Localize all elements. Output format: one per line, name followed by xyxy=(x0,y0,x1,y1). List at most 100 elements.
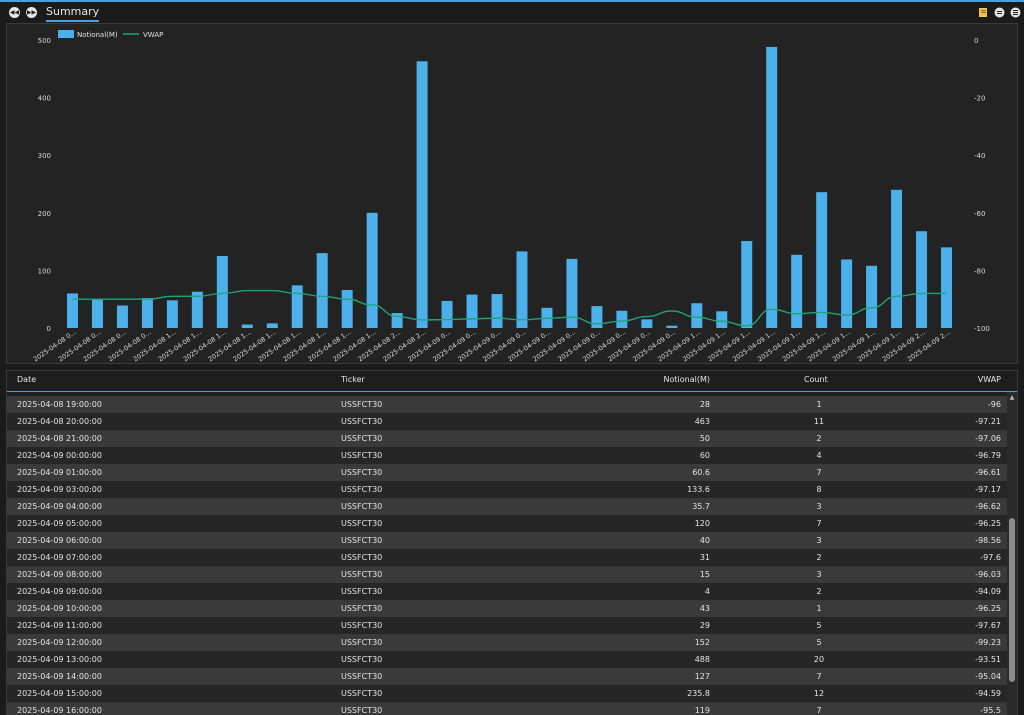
cell-date: 2025-04-09 00:00:00 xyxy=(17,451,102,460)
bar xyxy=(441,300,453,328)
table-row[interactable]: 2025-04-09 10:00:00 USSFCT30 43 1 -96.25 xyxy=(7,600,1007,617)
cell-notional: 15 xyxy=(699,570,710,579)
table-row[interactable]: 2025-04-09 09:00:00 USSFCT30 4 2 -94.09 xyxy=(7,583,1007,600)
scroll-up-icon[interactable]: ▲ xyxy=(1009,394,1015,401)
x-axis-tick: 2025-04-08 1... xyxy=(182,328,228,363)
x-axis-tick: 2025-04-08 1... xyxy=(257,328,303,363)
cell-count: 2 xyxy=(816,434,822,443)
x-axis-tick: 2025-04-09 1... xyxy=(756,328,802,363)
notes-icon[interactable] xyxy=(978,7,989,18)
header-ticker[interactable]: Ticker xyxy=(341,375,365,384)
cell-count: 3 xyxy=(816,502,822,511)
cell-ticker: USSFCT30 xyxy=(341,519,383,528)
header-notional[interactable]: Notional(M) xyxy=(663,375,710,384)
cell-count: 20 xyxy=(813,655,825,664)
x-axis-tick: 2025-04-09 0... xyxy=(431,328,477,363)
table-row[interactable]: 2025-04-09 04:00:00 USSFCT30 35.7 3 -96.62 xyxy=(7,498,1007,515)
right-axis-tick: -20 xyxy=(974,95,985,103)
cell-ticker: USSFCT30 xyxy=(341,587,383,596)
table-row[interactable]: 2025-04-09 16:00:00 USSFCT30 119 7 -95.5 xyxy=(7,702,1007,715)
back-icon[interactable]: ◀◀ xyxy=(9,7,20,18)
x-axis-tick: 2025-04-08 1... xyxy=(332,328,378,363)
cell-ticker: USSFCT30 xyxy=(341,536,383,545)
bar xyxy=(466,294,478,328)
cell-notional: 60.6 xyxy=(692,468,710,477)
cell-ticker: USSFCT30 xyxy=(341,451,383,460)
bar xyxy=(591,306,603,328)
table-row[interactable]: 2025-04-09 03:00:00 USSFCT30 133.6 8 -97.17 xyxy=(7,481,1007,498)
x-axis-tick: 2025-04-09 0... xyxy=(581,328,627,363)
bar xyxy=(566,258,578,328)
cell-date: 2025-04-09 10:00:00 xyxy=(17,604,102,613)
bar xyxy=(841,259,853,328)
x-axis-tick: 2025-04-08 1... xyxy=(157,328,203,363)
summary-chart: 0100200300400500-100-80-60-40-2002025-04… xyxy=(32,30,990,363)
chart-panel: 0 100 200 300 400 500 -100 -80 -60 -40 -20 0 2025-04… xyxy=(6,23,1018,364)
cell-date: 2025-04-09 01:00:00 xyxy=(17,468,102,477)
header-vwap[interactable]: VWAP xyxy=(977,375,1001,384)
x-axis-tick: 2025-04-08 1... xyxy=(282,328,328,363)
bar xyxy=(216,256,228,328)
cell-ticker: USSFCT30 xyxy=(341,417,383,426)
tab-summary[interactable]: Summary xyxy=(46,5,100,22)
menu-icon[interactable] xyxy=(1010,7,1021,18)
table-row[interactable]: 2025-04-09 06:00:00 USSFCT30 40 3 -98.56 xyxy=(7,532,1007,549)
table-row[interactable]: 2025-04-08 19:00:00 USSFCT30 28 1 -96 xyxy=(7,396,1007,413)
x-axis-tick: 2025-04-09 2... xyxy=(881,328,927,363)
table-row[interactable]: 2025-04-09 07:00:00 USSFCT30 31 2 -97.6 xyxy=(7,549,1007,566)
cell-date: 2025-04-08 19:00:00 xyxy=(17,400,102,409)
header-date[interactable]: Date xyxy=(17,375,37,384)
cell-date: 2025-04-09 04:00:00 xyxy=(17,502,102,511)
bar xyxy=(816,192,828,328)
cell-notional: 133.6 xyxy=(687,485,710,494)
cell-count: 1 xyxy=(816,400,822,409)
x-axis-tick: 2025-04-09 0... xyxy=(456,328,502,363)
bar xyxy=(691,303,703,328)
cell-ticker: USSFCT30 xyxy=(341,706,383,715)
cell-vwap: -97.17 xyxy=(975,485,1001,494)
table-row[interactable]: 2025-04-09 11:00:00 USSFCT30 29 5 -97.67 xyxy=(7,617,1007,634)
cell-count: 11 xyxy=(813,417,825,426)
x-axis-tick: 2025-04-09 2... xyxy=(906,328,952,363)
cell-count: 5 xyxy=(816,638,822,647)
cell-ticker: USSFCT30 xyxy=(341,570,383,579)
table-row[interactable]: 2025-04-09 12:00:00 USSFCT30 152 5 -99.23 xyxy=(7,634,1007,651)
bar xyxy=(941,247,953,328)
bar xyxy=(741,241,753,328)
table-row[interactable]: 2025-04-08 20:00:00 USSFCT30 463 11 -97.21 xyxy=(7,413,1007,430)
cell-count: 5 xyxy=(816,621,822,630)
table-row[interactable]: 2025-04-09 14:00:00 USSFCT30 127 7 -95.04 xyxy=(7,668,1007,685)
cell-date: 2025-04-09 06:00:00 xyxy=(17,536,102,545)
bar xyxy=(866,265,878,328)
cell-ticker: USSFCT30 xyxy=(341,553,383,562)
x-axis-tick: 2025-04-09 0... xyxy=(631,328,677,363)
cell-date: 2025-04-09 11:00:00 xyxy=(17,621,102,630)
cell-ticker: USSFCT30 xyxy=(341,621,383,630)
bar xyxy=(316,253,328,328)
x-axis-tick: 2025-04-08 2... xyxy=(357,328,403,363)
table-row[interactable]: 2025-04-09 13:00:00 USSFCT30 488 20 -93.51 xyxy=(7,651,1007,668)
table-row[interactable]: 2025-04-09 00:00:00 USSFCT30 60 4 -96.79 xyxy=(7,447,1007,464)
cell-vwap: -94.09 xyxy=(975,587,1001,596)
settings-icon[interactable] xyxy=(994,7,1005,18)
table-row[interactable]: 2025-04-08 21:00:00 USSFCT30 50 2 -97.06 xyxy=(7,430,1007,447)
table-row[interactable]: 2025-04-09 08:00:00 USSFCT30 15 3 -96.03 xyxy=(7,566,1007,583)
cell-ticker: USSFCT30 xyxy=(341,655,383,664)
cell-ticker: USSFCT30 xyxy=(341,689,383,698)
table-row[interactable]: 2025-04-09 05:00:00 USSFCT30 120 7 -96.25 xyxy=(7,515,1007,532)
bar xyxy=(391,313,403,328)
cell-vwap: -99.23 xyxy=(975,638,1001,647)
cell-vwap: -96.62 xyxy=(975,502,1001,511)
cell-count: 12 xyxy=(813,689,825,698)
header-count[interactable]: Count xyxy=(804,375,828,384)
scrollbar-thumb[interactable] xyxy=(1009,518,1015,682)
x-axis-tick: 2025-04-08 1... xyxy=(207,328,253,363)
table-row[interactable]: 2025-04-09 01:00:00 USSFCT30 60.6 7 -96.61 xyxy=(7,464,1007,481)
cell-vwap: -96 xyxy=(987,400,1001,409)
table-row[interactable]: 2025-04-09 15:00:00 USSFCT30 235.8 12 -94.59 xyxy=(7,685,1007,702)
forward-icon[interactable]: ▶▶ xyxy=(26,7,37,18)
cell-ticker: USSFCT30 xyxy=(341,604,383,613)
cell-notional: 127 xyxy=(694,672,710,681)
scrollbar[interactable]: ▲ xyxy=(1007,392,1017,715)
data-grid: Date Ticker Notional(M) Count VWAP 2025-… xyxy=(6,370,1018,715)
